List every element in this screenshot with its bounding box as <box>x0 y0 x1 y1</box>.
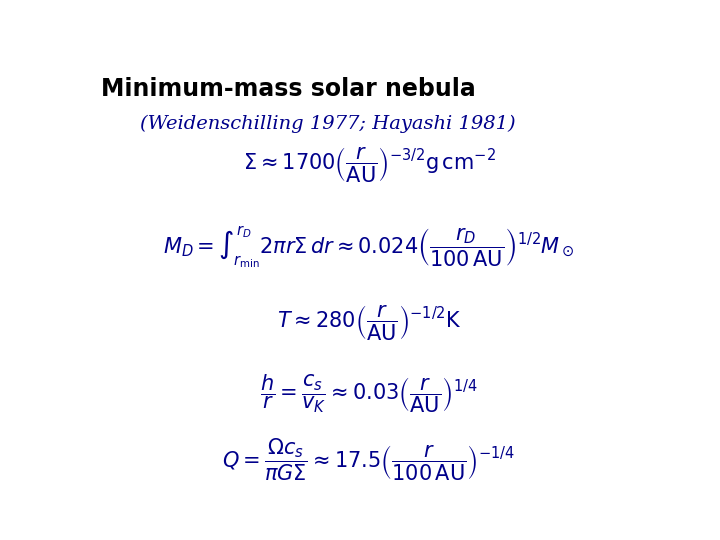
Text: $M_D = \int_{r_{\mathrm{min}}}^{r_D} 2\pi r \Sigma\, dr \approx 0.024 \left( \df: $M_D = \int_{r_{\mathrm{min}}}^{r_D} 2\p… <box>163 225 575 271</box>
Text: (Weidenschilling 1977; Hayashi 1981): (Weidenschilling 1977; Hayashi 1981) <box>140 114 516 133</box>
Text: $Q = \dfrac{\Omega c_s}{\pi G \Sigma} \approx 17.5 \left( \dfrac{r}{100\,\mathrm: $Q = \dfrac{\Omega c_s}{\pi G \Sigma} \a… <box>222 437 516 483</box>
Text: $\dfrac{h}{r} = \dfrac{c_s}{v_K} \approx 0.03 \left( \dfrac{r}{\mathrm{AU}} \rig: $\dfrac{h}{r} = \dfrac{c_s}{v_K} \approx… <box>260 372 478 415</box>
Text: $\Sigma \approx 1700 \left( \dfrac{r}{\mathrm{AU}} \right)^{-3/2} \mathrm{g\,cm}: $\Sigma \approx 1700 \left( \dfrac{r}{\m… <box>243 145 495 184</box>
Text: Minimum-mass solar nebula: Minimum-mass solar nebula <box>101 77 476 102</box>
Text: $T \approx 280 \left( \dfrac{r}{\mathrm{AU}} \right)^{-1/2} \mathrm{K}$: $T \approx 280 \left( \dfrac{r}{\mathrm{… <box>276 303 462 342</box>
